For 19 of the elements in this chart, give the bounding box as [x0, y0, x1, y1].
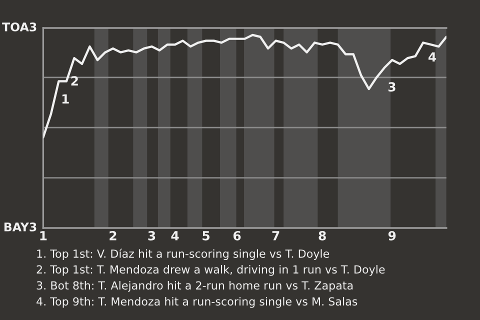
text: 1. Top 1st: V. Díaz hit a run-scoring single vs T. Doyle	[37, 248, 330, 260]
annotation: 2	[71, 76, 78, 86]
x-tick-label: 5	[202, 231, 210, 240]
annotation: 4	[428, 52, 436, 62]
x-tick-label: 8	[318, 231, 326, 240]
text: TOA3	[2, 22, 36, 32]
text: BAY3	[4, 222, 36, 232]
x-tick-label: 7	[272, 231, 280, 240]
x-tick-label: 6	[233, 231, 241, 240]
x-tick-label: 9	[388, 231, 396, 240]
text: 4. Top 9th: T. Mendoza hit a run-scoring single vs M. Salas	[36, 297, 358, 308]
x-tick-label: 3	[148, 231, 156, 240]
annotation: 3	[388, 82, 396, 92]
x-tick-label: 2	[110, 231, 116, 240]
text: 2. Top 1st: T. Mendoza drew a walk, driving in 1 run vs T. Doyle	[36, 265, 385, 276]
text: 3. Bot 8th: T. Alejandro hit a 2-run home run vs T. Zapata	[36, 281, 353, 292]
x-tick-label: 4	[171, 231, 179, 240]
annotation: 1	[62, 94, 69, 104]
x-tick-label: 1	[40, 231, 47, 240]
